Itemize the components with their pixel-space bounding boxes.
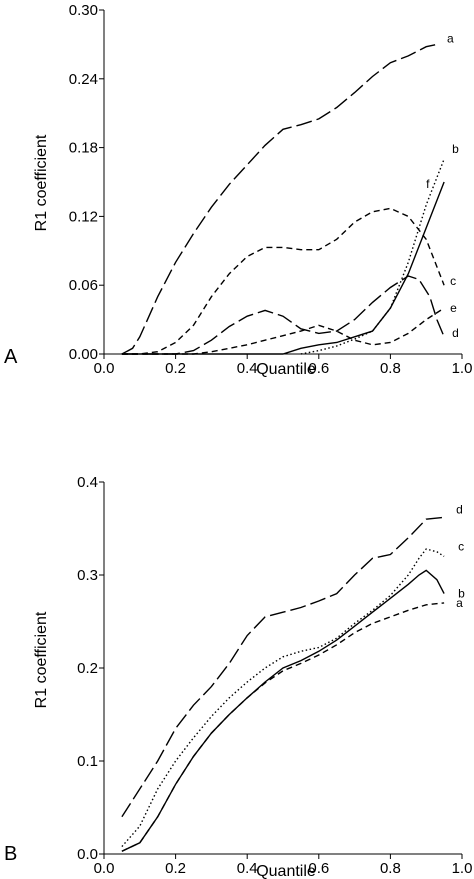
panel-b-axes: 0.0 0.2 0.4 0.6 0.8 1.0 0.0 0.1 0.2 0.3 0.4 [77, 474, 472, 877]
panel-a-y-tick-label: 0.24 [69, 71, 98, 88]
panel-b-y-tick-label: 0.4 [77, 474, 98, 491]
panel-b-series-c-label: c [458, 539, 464, 553]
panel-a-series-c-label: c [450, 274, 456, 288]
panel-b-x-tick-label: 0.8 [380, 860, 401, 877]
panel-b-label: B [4, 843, 17, 865]
panel-b-y-axis-title: R1 coefficient [33, 611, 50, 708]
panel-b-series-a-label: a [456, 596, 463, 610]
panel-a-series-d-label: d [452, 326, 459, 340]
panel-b-y-tick-label: 0.0 [77, 846, 98, 863]
panel-b-x-tick-label: 1.0 [452, 860, 473, 877]
panel-b-x-tick-label: 0.2 [165, 860, 186, 877]
panel-a-series: a b c de f [121, 31, 459, 355]
panel-a-y-tick-label: 0.00 [69, 346, 98, 363]
panel-a-series-a-line [121, 43, 438, 355]
panel-b-x-tick-label: 0.4 [237, 860, 258, 877]
panel-a-x-tick-label: 1.0 [452, 360, 473, 377]
panel-a-series-b-line [300, 158, 445, 355]
panel-a-y-tick-label: 0.12 [69, 208, 98, 225]
panel-b-series-b-line [121, 569, 445, 852]
panel-a-x-tick-label: 0.2 [165, 360, 186, 377]
panel-a-label: A [4, 346, 18, 368]
panel-a-series-f-label: f [426, 177, 430, 191]
panel-a-x-tick-label: 0.6 [308, 360, 329, 377]
panel-a-x-axis-title: Quantile [256, 361, 316, 378]
panel-b-series: ab c d [121, 502, 465, 852]
panel-a-series-c-line [121, 207, 445, 355]
panel-b-series-d-label: d [456, 502, 463, 516]
panel-b-y-tick-label: 0.1 [77, 753, 98, 770]
panel-a-axes: 0.0 0.2 0.4 0.6 0.8 1.0 0.00 0.06 0.12 0.18 0.24 0.… [69, 2, 473, 377]
panel-a-series-e-line [121, 307, 445, 355]
panel-a-series-e-label: e [450, 301, 457, 315]
panel-b-y-tick-label: 0.3 [77, 567, 98, 584]
panel-a-series-d-line [121, 275, 445, 355]
panel-a-y-tick-label: 0.30 [69, 2, 98, 19]
panel-b-y-tick-label: 0.2 [77, 660, 98, 677]
panel-a-y-tick-label: 0.18 [69, 140, 98, 157]
panel-a-x-tick-label: 0.8 [380, 360, 401, 377]
panel-a-series-b-label: b [452, 142, 459, 156]
panel-b-series-d-line [121, 516, 445, 818]
panel-b-series-a-line [121, 602, 445, 852]
panel-b: B 0.0 0.2 0.4 0.6 0.8 1.0 0.0 0.1 0.2 0.3 0.4 ab c d… [4, 474, 472, 879]
panel-a-series-f-line [121, 181, 445, 355]
panel-a: A 0.0 0.2 0.4 0.6 0.8 1.0 0.00 0.06 0.12 0.18 0.24… [4, 2, 472, 378]
panel-b-x-axis-title: Quantile [256, 863, 316, 879]
panel-a-y-axis-title: R1 coefficient [33, 134, 50, 231]
panel-a-series-a-label: a [447, 31, 454, 45]
panel-a-x-tick-label: 0.0 [94, 360, 115, 377]
panel-b-x-tick-label: 0.0 [94, 860, 115, 877]
panel-a-y-tick-label: 0.06 [69, 277, 98, 294]
panel-a-x-tick-label: 0.4 [237, 360, 258, 377]
panel-b-series-b-label: b [458, 587, 465, 601]
panel-b-x-tick-label: 0.6 [308, 860, 329, 877]
